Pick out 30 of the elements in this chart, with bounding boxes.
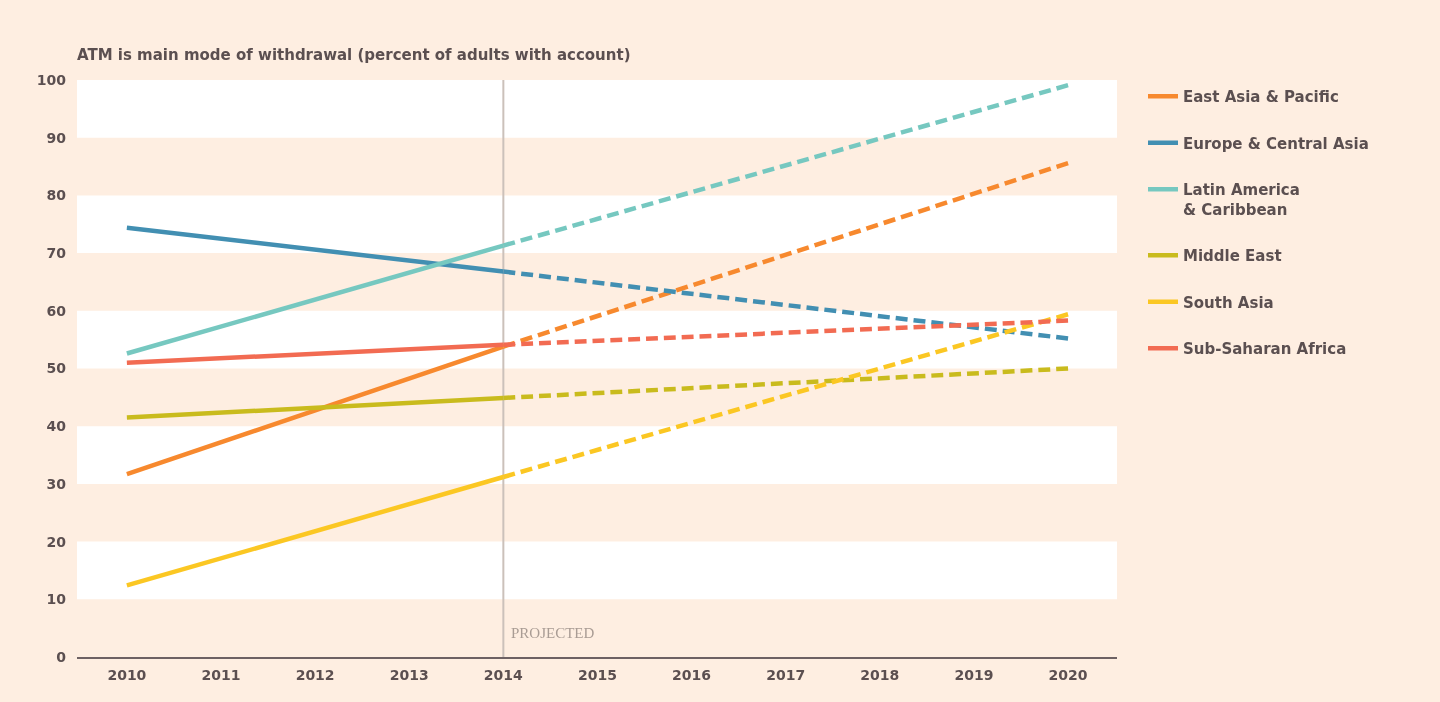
y-tick-label: 10 bbox=[46, 591, 67, 608]
legend-label: East Asia & Pacific bbox=[1183, 88, 1339, 107]
x-tick-label: 2013 bbox=[389, 666, 429, 683]
legend-label: South Asia bbox=[1183, 293, 1274, 312]
y-tick-label: 90 bbox=[46, 129, 67, 146]
x-tick-label: 2018 bbox=[860, 666, 900, 683]
x-tick-label: 2010 bbox=[107, 666, 147, 683]
x-tick-label: 2019 bbox=[954, 666, 994, 683]
x-tick-label: 2011 bbox=[201, 666, 241, 683]
x-tick-label: 2016 bbox=[672, 666, 712, 683]
x-tick-label: 2017 bbox=[766, 666, 806, 683]
y-tick-label: 40 bbox=[46, 418, 67, 435]
x-tick-label: 2020 bbox=[1048, 666, 1088, 683]
y-tick-label: 0 bbox=[56, 648, 67, 665]
legend-label: Middle East bbox=[1183, 247, 1282, 266]
chart-title: ATM is main mode of withdrawal (percent of adults with account) bbox=[77, 46, 631, 65]
x-tick-label: 2012 bbox=[295, 666, 335, 683]
y-tick-label: 100 bbox=[36, 71, 67, 88]
y-tick-label: 80 bbox=[46, 187, 67, 204]
y-tick-label: 20 bbox=[46, 533, 67, 550]
y-tick-label: 70 bbox=[46, 245, 67, 261]
legend-label: Europe & Central Asia bbox=[1183, 134, 1369, 153]
y-tick-label: 60 bbox=[46, 302, 67, 319]
legend-label: Latin America & Caribbean bbox=[1183, 181, 1300, 219]
legend-label: Sub-Saharan Africa bbox=[1183, 340, 1347, 359]
x-tick-label: 2015 bbox=[577, 666, 617, 683]
ref-line-label: PROJECTED bbox=[511, 625, 595, 641]
y-tick-label: 50 bbox=[46, 360, 67, 377]
y-tick-label: 30 bbox=[46, 475, 67, 492]
x-tick-label: 2014 bbox=[483, 666, 524, 683]
